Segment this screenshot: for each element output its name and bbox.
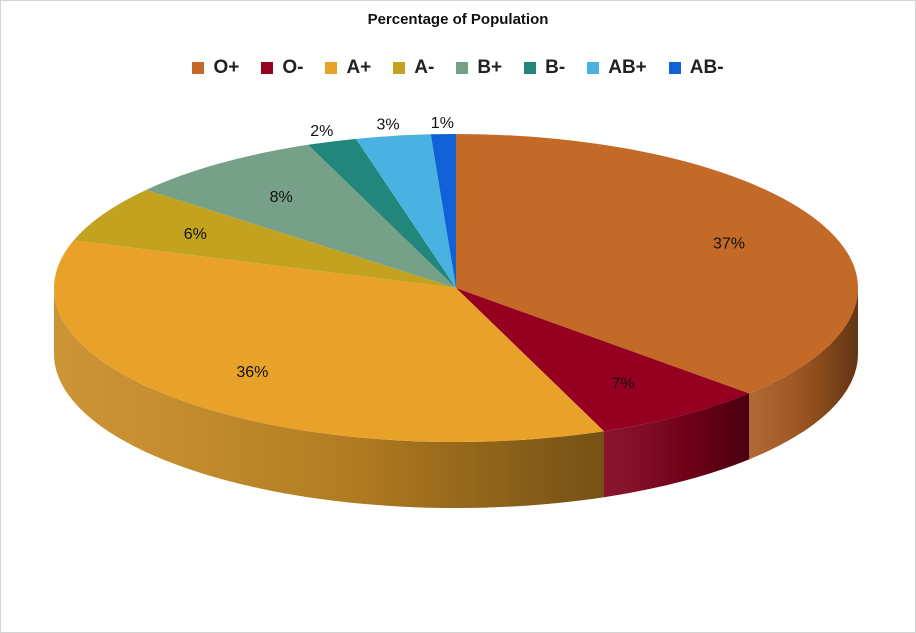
legend-item-ab-pos: AB+ [587,57,647,79]
legend-label: B+ [477,57,503,78]
pie-slice-o-pos [456,134,859,394]
pie-side-a-pos-shade [53,288,604,509]
chart-title: Percentage of Population [367,11,549,28]
legend-label: AB- [689,57,724,78]
pie-side-o-pos-shade [749,288,858,460]
legend-item-b-neg: B- [524,57,565,79]
legend-label: O+ [213,57,240,78]
legend-item-o-neg: O- [261,57,303,79]
legend-item-ab-neg: AB- [668,57,724,79]
pie-slice-b-neg [308,138,456,288]
legend-swatch [587,62,600,74]
legend-item-o-pos: O+ [192,57,239,79]
legend-swatch [524,62,537,74]
pie-labels: 37% 7% 36% 6% 8% 2% 3% 1% [184,115,745,392]
data-label-o-pos: 37% [713,236,745,253]
pie-slice-a-pos [53,240,604,443]
legend-swatch [668,62,681,74]
data-label-ab-pos: 3% [377,117,400,134]
legend-label: A+ [346,57,372,78]
legend-item-a-neg: A- [393,57,434,79]
pie-slice-a-neg [73,189,457,288]
pie-slice-b-pos [146,144,456,288]
pie-side-o-neg-shade [603,393,750,498]
legend-swatch [325,62,338,74]
legend-label: B- [545,57,566,78]
legend-item-b-pos: B+ [456,57,502,79]
legend-swatch [456,62,469,74]
pie-slice-o-neg [456,288,750,432]
legend-swatch [393,62,406,74]
data-label-b-pos: 8% [270,189,293,206]
data-label-b-neg: 2% [310,123,333,140]
pie-slice-ab-neg [430,133,456,288]
legend-label: A- [414,57,435,78]
legend-swatch [261,62,274,74]
legend-label: O- [282,57,304,78]
legend: O+ O- A+ A- B+ B- AB+ AB- [1,57,915,79]
legend-item-a-pos: A+ [325,57,371,79]
pie-slice-ab-pos [356,134,456,288]
data-label-a-neg: 6% [184,226,207,243]
data-label-a-pos: 36% [236,364,268,381]
data-label-ab-neg: 1% [431,115,454,132]
legend-swatch [192,62,205,74]
pie-sides [53,288,858,509]
legend-label: AB+ [608,57,647,78]
pie-tops [53,133,859,443]
data-label-o-neg: 7% [612,375,635,392]
